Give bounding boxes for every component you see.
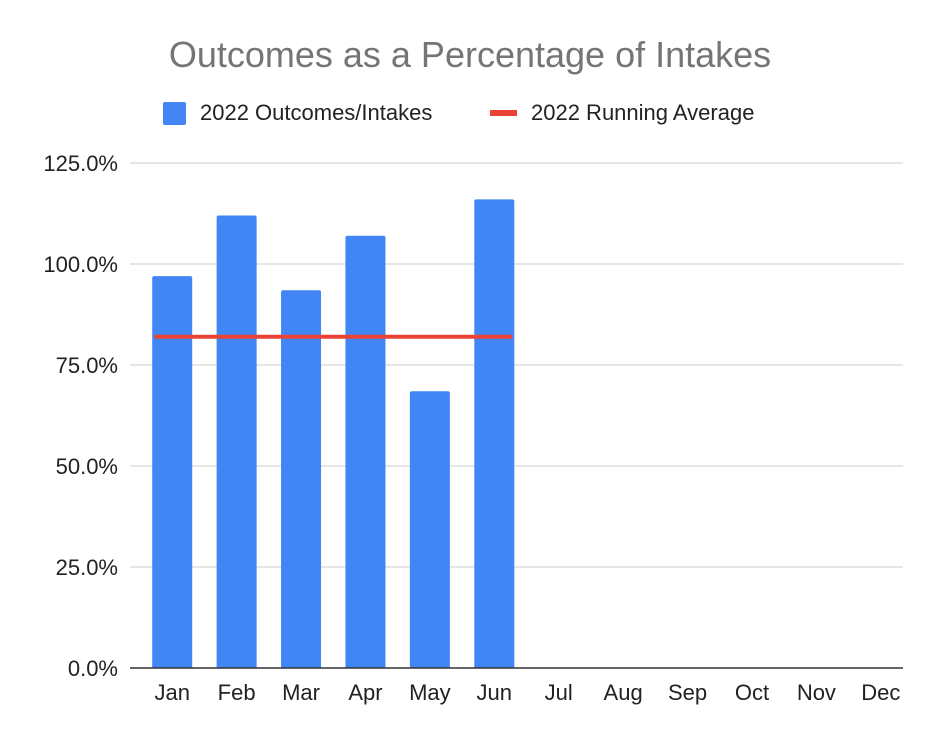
y-tick-label: 25.0% xyxy=(56,555,118,580)
y-tick-label: 100.0% xyxy=(43,252,118,277)
x-tick-label: May xyxy=(409,680,451,705)
x-tick-label: Jun xyxy=(477,680,512,705)
x-tick-label: Apr xyxy=(348,680,382,705)
legend-label-running-average: 2022 Running Average xyxy=(531,100,755,125)
x-axis-labels: Jan Feb Mar Apr May Jun Jul Aug Sep Oct Nov Dec xyxy=(154,680,900,705)
y-tick-label: 125.0% xyxy=(43,151,118,176)
legend: 2022 Outcomes/Intakes 2022 Running Avera… xyxy=(0,99,940,127)
y-tick-label: 0.0% xyxy=(68,656,118,681)
x-tick-label: Dec xyxy=(861,680,900,705)
y-tick-label: 75.0% xyxy=(56,353,118,378)
x-tick-label: Jul xyxy=(545,680,573,705)
chart-title: Outcomes as a Percentage of Intakes xyxy=(168,34,772,75)
x-tick-label: Oct xyxy=(735,680,769,705)
bar-feb xyxy=(216,215,257,668)
legend-item-running-average: 2022 Running Average xyxy=(490,99,754,127)
x-tick-label: Mar xyxy=(282,680,320,705)
x-tick-label: Sep xyxy=(668,680,707,705)
y-tick-label: 50.0% xyxy=(56,454,118,479)
legend-item-outcomes: 2022 Outcomes/Intakes xyxy=(163,99,432,127)
x-tick-label: Feb xyxy=(218,680,256,705)
y-axis-labels: 0.0% 25.0% 50.0% 75.0% 100.0% 125.0% xyxy=(43,151,118,681)
gridlines xyxy=(130,162,903,568)
legend-swatch-running-average xyxy=(490,110,517,116)
bar-jun xyxy=(474,199,515,669)
bar-mar xyxy=(281,290,322,668)
x-tick-label: Nov xyxy=(797,680,836,705)
bar-jan xyxy=(152,276,193,668)
bar-may xyxy=(409,391,450,668)
bars xyxy=(152,199,515,669)
x-tick-label: Aug xyxy=(604,680,643,705)
x-tick-label: Jan xyxy=(154,680,189,705)
legend-label-outcomes: 2022 Outcomes/Intakes xyxy=(200,100,433,125)
legend-swatch-outcomes xyxy=(163,101,186,125)
bar-apr xyxy=(345,235,386,668)
